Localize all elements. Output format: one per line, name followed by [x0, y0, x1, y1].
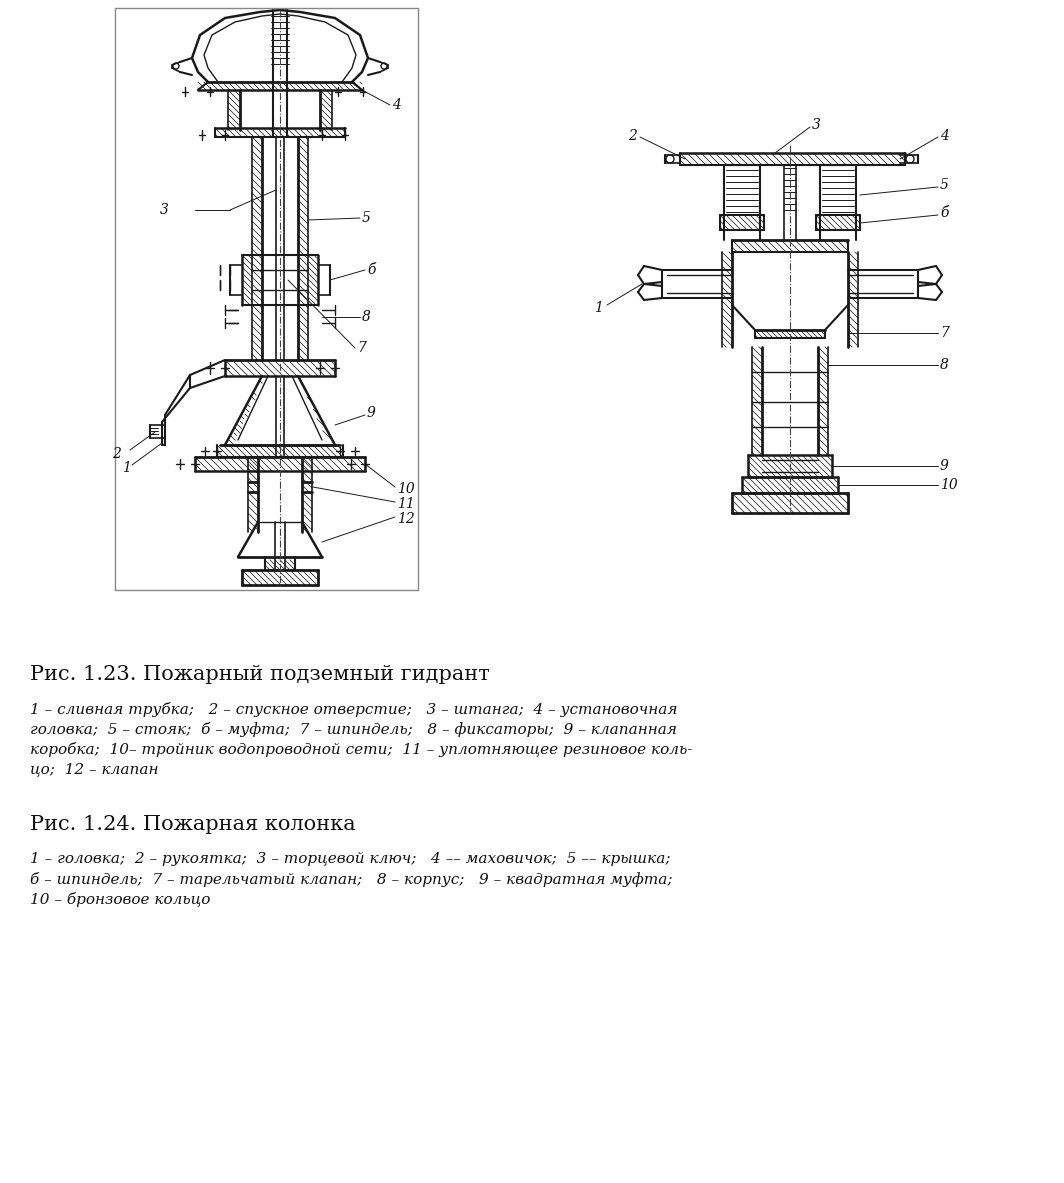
Text: 10: 10	[397, 481, 415, 496]
Text: б – шпиндель;  7 – тарельчатый клапан;   8 – корпус;   9 – квадратная муфта;: б – шпиндель; 7 – тарельчатый клапан; 8 …	[30, 872, 672, 887]
Text: 1: 1	[122, 461, 131, 476]
Text: коробка;  10– тройник водопроводной сети;  11 – уплотняющее резиновое коль-: коробка; 10– тройник водопроводной сети;…	[30, 742, 693, 757]
Text: головка;  5 – стояк;  б – муфта;  7 – шпиндель;   8 – фиксаторы;  9 – клапанная: головка; 5 – стояк; б – муфта; 7 – шпинд…	[30, 722, 677, 737]
Text: 10: 10	[940, 478, 958, 492]
Text: 9: 9	[940, 459, 949, 473]
Text: Рис. 1.24. Пожарная колонка: Рис. 1.24. Пожарная колонка	[30, 815, 355, 834]
Text: 1 – головка;  2 – рукоятка;  3 – торцевой ключ;   4 –– маховичок;  5 –– крышка;: 1 – головка; 2 – рукоятка; 3 – торцевой …	[30, 852, 670, 866]
Text: 3: 3	[160, 203, 169, 216]
Text: 1 – сливная трубка;   2 – спускное отверстие;   3 – штанга;  4 – установочная: 1 – сливная трубка; 2 – спускное отверст…	[30, 702, 678, 717]
Text: 3: 3	[812, 118, 820, 132]
Text: 10 – бронзовое кольцо: 10 – бронзовое кольцо	[30, 892, 211, 907]
Text: 7: 7	[940, 327, 949, 340]
Text: 9: 9	[367, 406, 376, 420]
Text: Рис. 1.23. Пожарный подземный гидрант: Рис. 1.23. Пожарный подземный гидрант	[30, 665, 489, 684]
Text: 4: 4	[392, 98, 401, 112]
Text: 12: 12	[397, 512, 415, 526]
Text: 7: 7	[358, 341, 366, 355]
Text: 2: 2	[628, 129, 637, 143]
Text: б: б	[367, 263, 376, 277]
Text: 2: 2	[112, 447, 121, 461]
Text: 5: 5	[362, 211, 371, 225]
Text: 11: 11	[397, 497, 415, 511]
Text: 5: 5	[940, 177, 949, 192]
Text: б: б	[940, 206, 948, 220]
Text: 8: 8	[940, 358, 949, 371]
Text: цо;  12 – клапан: цо; 12 – клапан	[30, 762, 159, 776]
Text: 4: 4	[940, 129, 949, 143]
Text: 1: 1	[594, 300, 603, 315]
Text: 8: 8	[362, 310, 371, 324]
